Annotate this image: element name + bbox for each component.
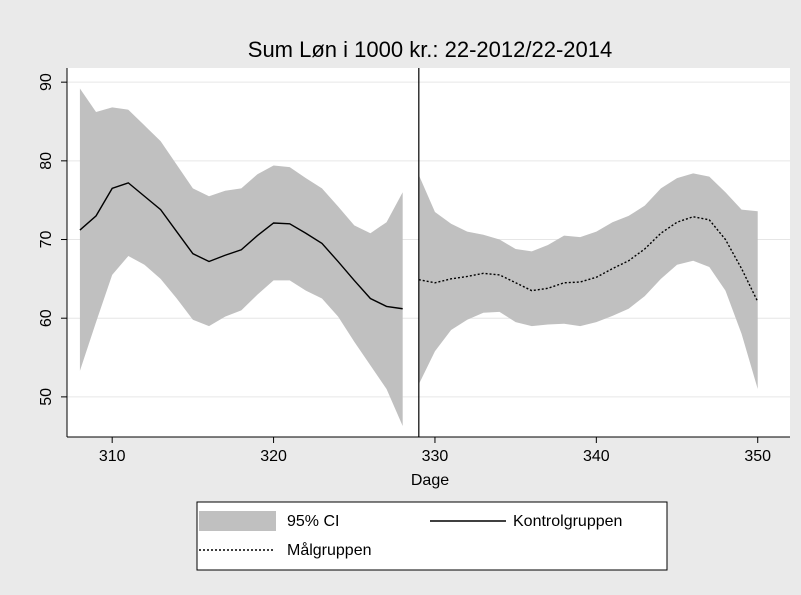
x-axis-title: Dage (411, 472, 449, 489)
y-tick-label: 80 (38, 152, 55, 170)
y-tick-label: 50 (38, 388, 55, 406)
x-tick-label: 310 (99, 448, 126, 465)
legend-label: Målgruppen (287, 541, 372, 559)
x-tick-label: 330 (422, 448, 449, 465)
x-tick-label: 320 (260, 448, 287, 465)
x-tick-label: 350 (744, 448, 771, 465)
line (418, 215, 759, 302)
legend-swatch (199, 511, 276, 531)
y-tick-label: 60 (38, 309, 55, 327)
chart-title: Sum Løn i 1000 kr.: 22-2012/22-2014 (248, 37, 612, 62)
legend-label: 95% CI (287, 513, 339, 530)
ci-band (418, 173, 758, 390)
line (79, 182, 403, 310)
legend-label: Kontrolgruppen (513, 513, 622, 530)
y-tick-label: 90 (38, 73, 55, 91)
ci-band (79, 88, 403, 426)
y-tick-label: 70 (38, 231, 55, 249)
x-tick-label: 340 (583, 448, 610, 465)
